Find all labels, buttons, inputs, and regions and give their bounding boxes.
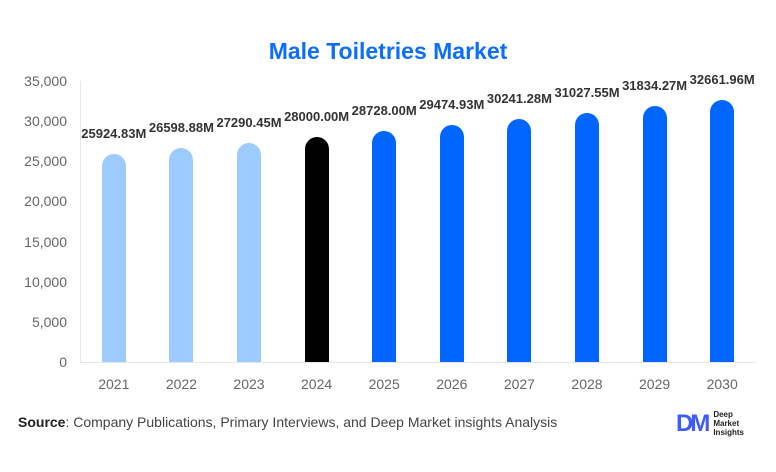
y-axis-line — [80, 81, 81, 362]
bar-2026 — [439, 125, 464, 362]
data-label: 27290.45M — [216, 114, 282, 130]
y-tick-label: 20,000 — [24, 193, 67, 210]
bar-2021 — [101, 153, 126, 362]
y-tick-label: 30,000 — [24, 113, 67, 130]
bar-2027 — [507, 119, 532, 362]
data-label: 31834.27M — [622, 78, 688, 94]
logo-text: Deep Market Insights — [713, 410, 744, 437]
chart-plot-area: 0 5,000 10,000 15,000 20,000 25,000 30,000 35,0… — [24, 71, 756, 392]
data-label: 32661.96M — [689, 71, 755, 87]
bar-2030 — [710, 99, 735, 362]
data-label: 26598.88M — [148, 120, 214, 136]
x-tick-label: 2023 — [233, 376, 265, 392]
chart-title: Male Toiletries Market — [268, 38, 508, 64]
data-label: 30241.28M — [486, 91, 552, 107]
x-tick-label: 2022 — [165, 376, 197, 392]
data-label: 28000.00M — [284, 109, 350, 125]
source-text: : Company Publications, Primary Intervie… — [65, 414, 558, 430]
data-label: 25924.83M — [81, 125, 147, 141]
x-tick-label: 2025 — [368, 376, 400, 392]
y-tick-label: 25,000 — [24, 153, 67, 170]
data-label: 31027.55M — [554, 84, 620, 100]
x-tick-label: 2026 — [436, 376, 468, 392]
source-label: Source — [18, 414, 66, 430]
bar-2028 — [575, 112, 599, 362]
bar-2025 — [372, 131, 397, 362]
logo-mark-icon: DM — [676, 409, 710, 437]
y-tick-label: 0 — [59, 354, 67, 370]
y-tick-label: 10,000 — [24, 273, 67, 290]
bar-2029 — [642, 106, 667, 362]
x-tick-label: 2028 — [571, 376, 603, 392]
x-tick-label: 2029 — [639, 376, 671, 392]
x-axis-line — [80, 362, 756, 363]
data-label: 28728.00M — [351, 103, 417, 119]
y-tick-label: 35,000 — [24, 73, 67, 89]
x-tick-label: 2021 — [98, 376, 130, 392]
bar-2023 — [237, 142, 261, 362]
bar-2022 — [169, 148, 194, 362]
y-tick-label: 15,000 — [24, 233, 67, 250]
y-tick-label: 5,000 — [31, 313, 67, 330]
bar-2024 — [304, 137, 329, 362]
x-tick-label: 2027 — [503, 376, 535, 392]
x-tick-label: 2030 — [706, 376, 738, 392]
data-label: 29474.93M — [419, 97, 485, 113]
x-tick-label: 2024 — [301, 376, 333, 392]
brand-logo: DM Deep Market Insights — [676, 410, 744, 437]
source-note: Source: Company Publications, Primary In… — [18, 414, 557, 430]
